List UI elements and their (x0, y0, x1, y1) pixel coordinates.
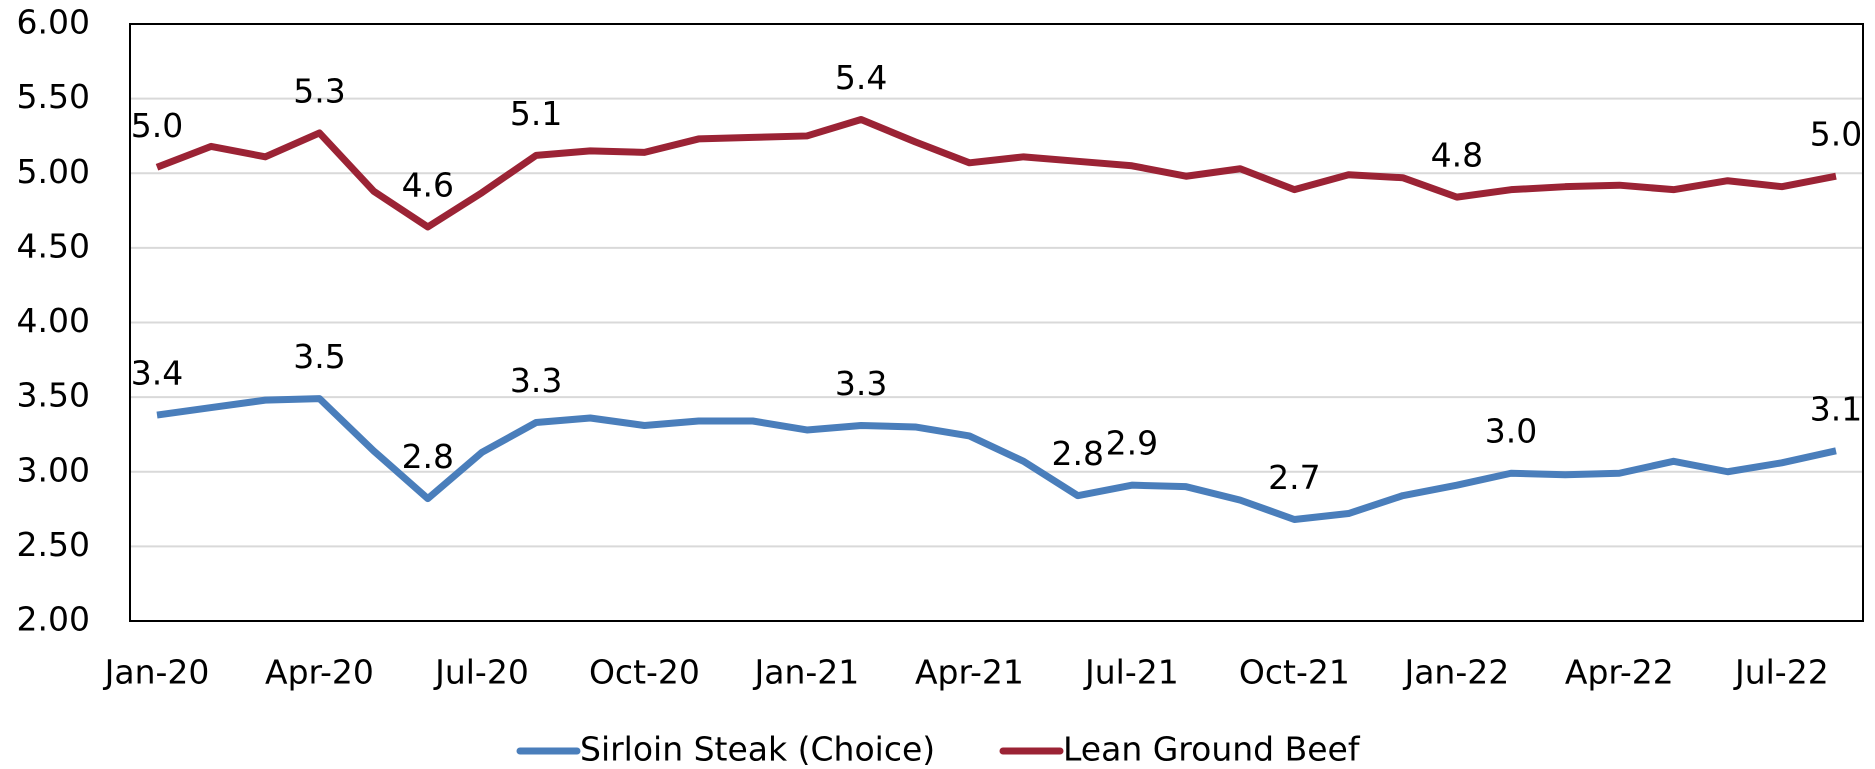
line (156, 395, 1837, 524)
x-tick-label: Oct-21 (1239, 653, 1350, 692)
y-tick-label: 5.50 (17, 77, 90, 116)
y-tick-label: 2.00 (17, 600, 90, 639)
data-label: 5.4 (835, 58, 887, 97)
y-tick-label: 5.00 (17, 152, 90, 191)
data-label: 3.0 (1485, 412, 1537, 451)
x-tick-label: Jul-22 (1733, 653, 1829, 692)
y-tick-label: 4.50 (17, 226, 90, 265)
data-label: 5.1 (510, 94, 562, 133)
x-tick-label: Jan-22 (1402, 653, 1509, 692)
line (155, 116, 1837, 231)
x-tick-label: Apr-21 (915, 653, 1024, 692)
x-tick-label: Jan-21 (753, 653, 860, 692)
x-tick-label: Apr-22 (1565, 653, 1674, 692)
data-label: 2.7 (1268, 458, 1320, 497)
data-label: 2.9 (1106, 424, 1158, 463)
data-label: 3.1 (1810, 389, 1862, 428)
legend-label: Lean Ground Beef (1063, 730, 1361, 769)
data-label: 3.5 (293, 337, 345, 376)
x-tick-label: Jan-20 (103, 653, 210, 692)
data-label: 3.3 (510, 361, 562, 400)
data-label: 2.8 (1051, 434, 1103, 473)
y-tick-label: 4.00 (17, 301, 90, 340)
y-tick-label: 6.00 (17, 3, 90, 42)
data-label: 5.0 (1810, 115, 1862, 154)
plot-border (129, 23, 1864, 622)
data-label: 5.3 (293, 71, 345, 110)
data-label: 2.8 (402, 437, 454, 476)
data-label: 3.3 (835, 364, 887, 403)
y-tick-label: 3.50 (17, 376, 90, 415)
data-label: 4.8 (1431, 136, 1483, 175)
x-tick-label: Jul-21 (1083, 653, 1179, 692)
data-label: 4.6 (402, 165, 454, 204)
data-label: 3.4 (131, 354, 183, 393)
y-tick-label: 3.00 (17, 450, 90, 489)
y-tick-label: 2.50 (17, 525, 90, 564)
x-tick-label: Jul-20 (433, 653, 529, 692)
data-label: 5.0 (131, 106, 183, 145)
legend-label: Sirloin Steak (Choice) (580, 730, 935, 769)
x-tick-label: Apr-20 (265, 653, 374, 692)
x-tick-label: Oct-20 (589, 653, 700, 692)
